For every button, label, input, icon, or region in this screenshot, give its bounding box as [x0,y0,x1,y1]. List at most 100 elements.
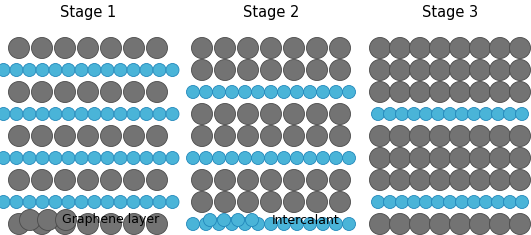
Ellipse shape [212,152,226,164]
Ellipse shape [0,152,10,164]
Ellipse shape [36,152,49,164]
Ellipse shape [432,196,444,208]
Ellipse shape [23,152,36,164]
Ellipse shape [290,218,304,231]
Ellipse shape [432,107,444,121]
Ellipse shape [245,214,259,227]
Ellipse shape [192,103,212,125]
Ellipse shape [101,196,114,208]
Ellipse shape [510,214,530,235]
Ellipse shape [396,196,408,208]
Ellipse shape [450,214,470,235]
Ellipse shape [390,214,410,235]
Ellipse shape [467,196,481,208]
Ellipse shape [252,152,264,164]
Ellipse shape [306,59,328,81]
Ellipse shape [450,169,470,191]
Ellipse shape [330,169,350,191]
Ellipse shape [261,38,281,59]
Ellipse shape [261,192,281,212]
Ellipse shape [252,218,264,231]
Ellipse shape [200,86,212,98]
Ellipse shape [330,125,350,146]
Ellipse shape [304,152,316,164]
Ellipse shape [510,125,530,146]
Ellipse shape [38,209,58,231]
Ellipse shape [101,107,114,121]
Ellipse shape [101,63,114,77]
Ellipse shape [62,107,75,121]
Ellipse shape [467,107,481,121]
Ellipse shape [215,38,236,59]
Ellipse shape [419,196,433,208]
Ellipse shape [290,152,304,164]
Ellipse shape [88,152,101,164]
Ellipse shape [200,218,212,231]
Ellipse shape [124,38,144,59]
Ellipse shape [237,192,259,212]
Ellipse shape [261,169,281,191]
Ellipse shape [492,107,504,121]
Ellipse shape [330,86,342,98]
Ellipse shape [510,169,530,191]
Ellipse shape [372,107,384,121]
Ellipse shape [186,152,200,164]
Ellipse shape [409,214,431,235]
Ellipse shape [124,82,144,102]
Ellipse shape [237,103,259,125]
Text: Stage 3: Stage 3 [422,4,478,20]
Ellipse shape [124,125,144,146]
Ellipse shape [55,169,75,191]
Ellipse shape [62,152,75,164]
Ellipse shape [0,63,10,77]
Ellipse shape [284,192,304,212]
Ellipse shape [443,196,457,208]
Ellipse shape [78,82,98,102]
Ellipse shape [127,196,140,208]
Ellipse shape [100,38,122,59]
Ellipse shape [100,125,122,146]
Ellipse shape [330,152,342,164]
Ellipse shape [278,218,290,231]
Ellipse shape [166,63,179,77]
Ellipse shape [140,107,153,121]
Ellipse shape [31,38,53,59]
Ellipse shape [36,196,49,208]
Ellipse shape [10,196,23,208]
Ellipse shape [264,152,278,164]
Ellipse shape [469,38,491,59]
Ellipse shape [100,169,122,191]
Ellipse shape [469,125,491,146]
Ellipse shape [450,82,470,102]
Ellipse shape [10,107,23,121]
Ellipse shape [100,214,122,235]
Ellipse shape [114,196,127,208]
Ellipse shape [124,169,144,191]
Ellipse shape [226,218,238,231]
Ellipse shape [226,152,238,164]
Ellipse shape [140,196,153,208]
Ellipse shape [316,86,330,98]
Ellipse shape [450,38,470,59]
Ellipse shape [31,169,53,191]
Ellipse shape [370,214,390,235]
Ellipse shape [55,82,75,102]
Ellipse shape [192,38,212,59]
Ellipse shape [456,107,468,121]
Ellipse shape [383,107,397,121]
Ellipse shape [469,82,491,102]
Ellipse shape [237,59,259,81]
Ellipse shape [153,152,166,164]
Ellipse shape [75,196,88,208]
Ellipse shape [304,86,316,98]
Ellipse shape [284,59,304,81]
Ellipse shape [147,214,167,235]
Ellipse shape [407,196,421,208]
Ellipse shape [8,38,30,59]
Ellipse shape [147,125,167,146]
Ellipse shape [8,214,30,235]
Ellipse shape [147,169,167,191]
Ellipse shape [153,107,166,121]
Ellipse shape [153,63,166,77]
Ellipse shape [490,125,510,146]
